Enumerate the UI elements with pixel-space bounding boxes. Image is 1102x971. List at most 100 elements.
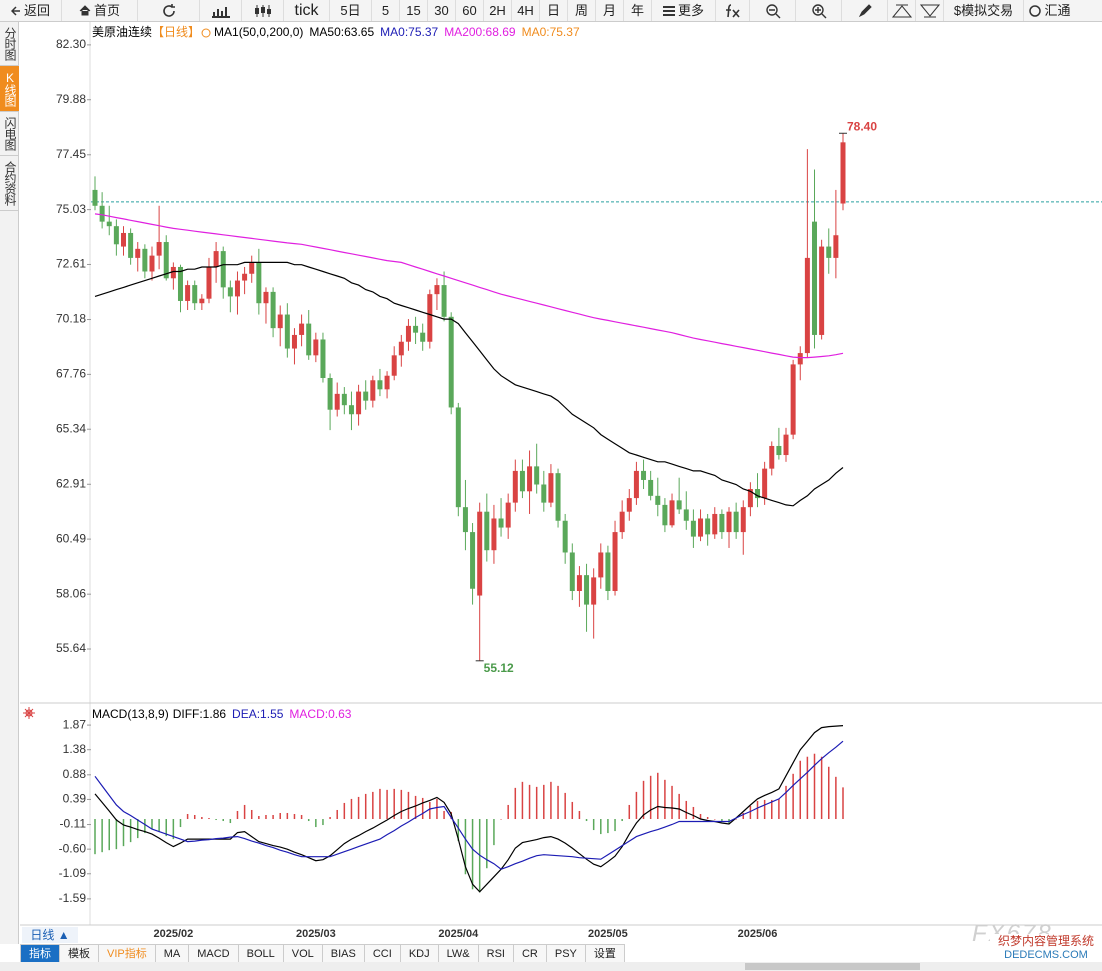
- candle-body: [505, 502, 511, 528]
- indicator-tab[interactable]: KDJ: [400, 944, 439, 964]
- macd-bar: [699, 813, 702, 820]
- macd-bar: [692, 806, 695, 820]
- candle-body: [512, 470, 518, 503]
- period-button[interactable]: 年: [624, 0, 652, 21]
- macd-bar: [493, 819, 495, 846]
- indicator-tab[interactable]: PSY: [546, 944, 586, 964]
- simulate-button[interactable]: $模拟交易: [944, 0, 1024, 21]
- period-toggle[interactable]: 日线 ▲: [22, 927, 78, 943]
- y-tick-label: 55.64: [56, 641, 86, 655]
- candle-body: [562, 520, 568, 553]
- sidebar-tab[interactable]: 合约资料: [0, 156, 19, 211]
- indicator-tab[interactable]: VIP指标: [99, 944, 156, 964]
- period-button[interactable]: 2H: [484, 0, 512, 21]
- indicator-tab[interactable]: 模板: [60, 944, 99, 964]
- line-series: [94, 740, 844, 870]
- x-tick-label: 2025/02: [153, 928, 193, 940]
- more-button[interactable]: 更多: [652, 0, 716, 21]
- home-button[interactable]: 首页: [62, 0, 138, 21]
- indicator-tab[interactable]: CR: [513, 944, 547, 964]
- macd-bar: [792, 773, 794, 820]
- indicator-tab[interactable]: LW&: [438, 944, 479, 964]
- macd-bar: [144, 819, 146, 834]
- indicator-tab[interactable]: BIAS: [322, 944, 365, 964]
- indicator-tab[interactable]: VOL: [283, 944, 323, 964]
- period-button[interactable]: 15: [400, 0, 428, 21]
- x-tick-label: 2025/04: [438, 928, 479, 940]
- line-chart-button[interactable]: [200, 0, 242, 21]
- macd-bar: [236, 810, 239, 820]
- y-tick-label: 70.18: [56, 312, 86, 326]
- sidebar-tab[interactable]: 闪电图: [0, 112, 19, 156]
- candle-body: [427, 294, 433, 342]
- macd-bar: [685, 800, 688, 820]
- macd-bar: [350, 798, 353, 820]
- indicator-tab[interactable]: MA: [155, 944, 190, 964]
- macd-bar: [122, 819, 125, 847]
- sidebar-tab[interactable]: 分时图: [0, 22, 19, 66]
- period-button[interactable]: 4H: [512, 0, 540, 21]
- indicator-tab[interactable]: BOLL: [238, 944, 284, 964]
- macd-bar: [172, 819, 175, 840]
- period-button[interactable]: tick: [284, 0, 330, 21]
- sidebar-tab[interactable]: K线图: [0, 66, 19, 112]
- candle-body: [534, 466, 540, 485]
- macd-bar: [621, 819, 623, 822]
- period-button[interactable]: 5日: [330, 0, 372, 21]
- macd-bar: [756, 800, 759, 820]
- refresh-button[interactable]: [138, 0, 200, 21]
- huitong-button[interactable]: 汇通: [1024, 0, 1076, 21]
- indicator-tab[interactable]: 设置: [585, 944, 625, 964]
- y-tick-label: 0.39: [63, 792, 87, 806]
- indicator-tab[interactable]: 指标: [20, 944, 60, 964]
- y-tick-label: 62.91: [56, 476, 86, 490]
- candle-body: [584, 575, 590, 605]
- indicator-tab[interactable]: MACD: [189, 944, 239, 964]
- macd-bar: [108, 819, 110, 851]
- macd-bar: [229, 819, 232, 824]
- back-button[interactable]: 返回: [0, 0, 62, 21]
- candle-body: [334, 393, 340, 410]
- candle-body: [648, 479, 654, 496]
- candle-body: [120, 232, 126, 247]
- period-button[interactable]: 日: [540, 0, 568, 21]
- period-button[interactable]: 周: [568, 0, 596, 21]
- formula-button[interactable]: [716, 0, 750, 21]
- macd-bar: [307, 819, 310, 822]
- candle-body: [249, 262, 255, 274]
- candle-body: [769, 445, 775, 469]
- macd-bar: [813, 753, 816, 820]
- down-button[interactable]: [916, 0, 944, 21]
- candle-body: [370, 380, 376, 401]
- candle-body: [755, 489, 761, 499]
- macd-bar: [828, 766, 830, 820]
- y-tick-label: -1.09: [59, 866, 87, 880]
- indicator-tab[interactable]: RSI: [478, 944, 514, 964]
- period-button[interactable]: 60: [456, 0, 484, 21]
- period-button[interactable]: 30: [428, 0, 456, 21]
- candle-button[interactable]: [242, 0, 284, 21]
- candle-body: [142, 248, 148, 272]
- macd-bar: [564, 792, 566, 820]
- candle-body: [391, 355, 397, 376]
- draw-button[interactable]: [842, 0, 888, 21]
- indicator-tab[interactable]: CCI: [364, 944, 401, 964]
- macd-bar: [528, 784, 531, 820]
- period-button[interactable]: 5: [372, 0, 400, 21]
- macd-bar: [329, 817, 331, 820]
- macd-bar: [721, 819, 723, 823]
- macd-bar: [842, 787, 844, 820]
- period-button[interactable]: 月: [596, 0, 624, 21]
- candle-body: [384, 375, 390, 390]
- macd-bar: [514, 787, 517, 820]
- macd-bar: [421, 797, 424, 820]
- macd-bar: [714, 819, 716, 820]
- label: 返回: [23, 3, 50, 18]
- scroll-thumb[interactable]: [745, 963, 920, 970]
- candle-body: [619, 511, 625, 533]
- macd-bar: [557, 785, 559, 820]
- zoom-out-button[interactable]: [750, 0, 796, 21]
- up-button[interactable]: [888, 0, 916, 21]
- zoom-in-button[interactable]: [796, 0, 842, 21]
- candle-body: [405, 325, 411, 342]
